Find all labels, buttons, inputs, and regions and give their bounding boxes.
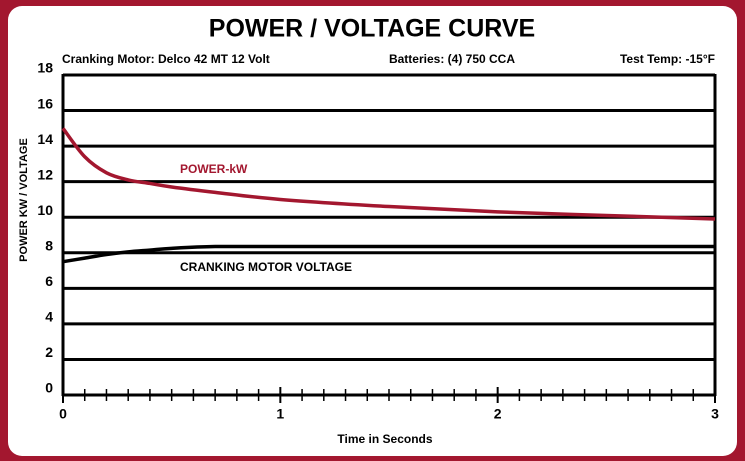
subtitle: Cranking Motor: Delco 42 MT 12 Volt: [62, 52, 270, 66]
y-tick-label: 6: [45, 273, 53, 289]
x-tick-label: 3: [711, 406, 719, 422]
x-axis-label: Time in Seconds: [337, 432, 432, 446]
y-tick-label: 4: [45, 309, 53, 325]
y-tick-label: 16: [37, 95, 53, 111]
series-line: [61, 127, 716, 221]
y-tick-label: 12: [37, 166, 53, 182]
subtitle: Batteries: (4) 750 CCA: [389, 52, 515, 66]
chart-title: POWER / VOLTAGE CURVE: [209, 15, 535, 43]
y-tick-label: 10: [37, 202, 53, 218]
y-axis-label: POWER KW / VOLTAGE: [18, 138, 30, 262]
y-tick-label: 0: [45, 380, 53, 396]
y-tick-label: 18: [37, 60, 53, 76]
annotation: POWER-kW: [180, 162, 248, 176]
x-tick-label: 0: [59, 406, 67, 422]
panel: [8, 6, 737, 456]
x-tick-label: 1: [276, 406, 284, 422]
y-tick-label: 14: [37, 131, 53, 147]
x-tick-label: 2: [494, 406, 502, 422]
subtitle: Test Temp: -15°F: [620, 52, 715, 66]
y-tick-label: 8: [45, 237, 53, 253]
y-tick-label: 2: [45, 344, 53, 360]
series-line: [62, 244, 715, 264]
annotation: CRANKING MOTOR VOLTAGE: [180, 260, 352, 274]
